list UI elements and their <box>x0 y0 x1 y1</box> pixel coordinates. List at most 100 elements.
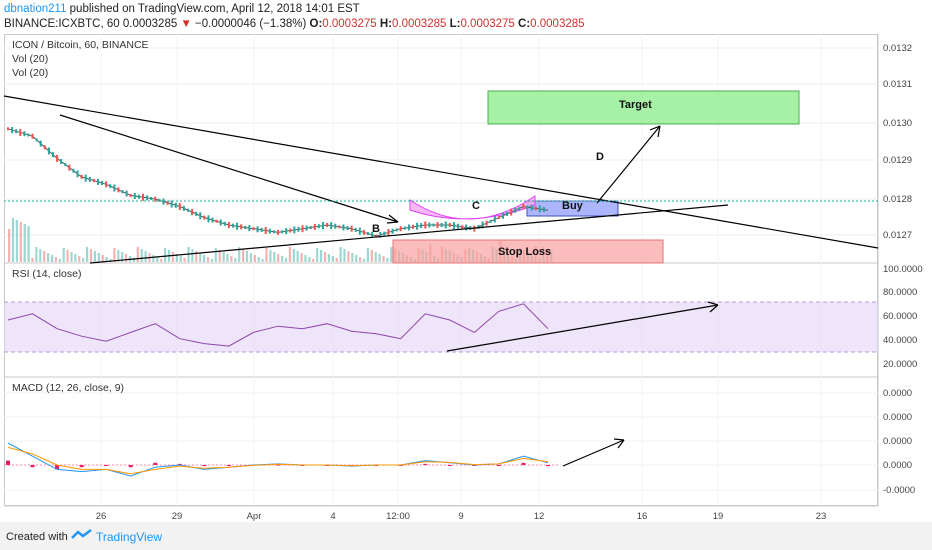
volume-bar <box>125 254 128 262</box>
volume-bar <box>390 247 393 262</box>
candle <box>137 194 140 199</box>
candle <box>19 129 22 136</box>
volume-bar <box>93 251 96 262</box>
candle <box>362 229 365 235</box>
volume-bar <box>320 250 323 262</box>
volume-bar <box>31 258 34 262</box>
candle <box>133 193 136 200</box>
candle <box>113 184 116 192</box>
candle <box>92 179 95 183</box>
candle <box>105 181 108 188</box>
macd-histogram-bar <box>55 465 60 470</box>
candle <box>178 203 181 210</box>
volume-bar <box>140 249 143 262</box>
time-axis[interactable]: 26 29 Apr 4 12:00 9 12 16 19 23 <box>96 511 827 522</box>
volume-bar <box>226 254 229 262</box>
volume-bar <box>164 248 167 262</box>
b-arrow-line[interactable] <box>59 114 399 223</box>
candle <box>489 219 492 223</box>
high-value: 0.0003285 <box>392 18 447 30</box>
arrow-head-icon <box>707 301 719 313</box>
rsi-tick-label: 80.0000 <box>883 287 917 298</box>
volume-bar <box>144 251 147 262</box>
chart-canvas[interactable]: Target Buy Stop Loss C B D ICON / Bitcoi… <box>0 0 932 522</box>
volume-bar <box>15 220 18 262</box>
candle <box>227 222 230 228</box>
price-tick-label: 0.0127 <box>883 230 912 241</box>
low-label: L: <box>449 18 461 30</box>
volume-bar <box>113 248 116 262</box>
volume-bar <box>105 257 108 262</box>
macd-histogram-bar <box>177 463 182 465</box>
candle <box>301 225 304 233</box>
candle <box>313 223 316 230</box>
volume-bar <box>230 256 233 262</box>
candle <box>444 221 447 229</box>
candle <box>518 206 521 210</box>
candle <box>223 221 226 226</box>
candle <box>248 225 251 232</box>
ascending-trendline[interactable] <box>89 204 729 264</box>
volume-bar <box>331 256 334 262</box>
d-arrow-line[interactable] <box>596 125 661 204</box>
macd-arrow-line[interactable] <box>562 439 625 467</box>
candle <box>506 211 509 216</box>
macd-histogram-bar <box>104 465 109 466</box>
candle <box>305 225 308 231</box>
volume-bar <box>382 256 385 262</box>
macd-tick-label: 0.0000 <box>883 388 912 399</box>
volume-bar <box>362 259 366 262</box>
macd-series <box>6 442 550 477</box>
price-axis[interactable]: 0.0132 0.0131 0.0130 0.0129 0.0128 0.0127 100.… <box>883 43 923 496</box>
volume-bar <box>121 252 124 262</box>
candle <box>457 223 459 229</box>
candle <box>383 231 386 236</box>
volume-bar <box>214 248 217 262</box>
rsi-tick-label: 100.0000 <box>883 264 923 275</box>
change-text: −0.0000046 (−1.38%) <box>195 18 307 30</box>
low-value: 0.0003275 <box>460 18 515 30</box>
macd-line <box>7 442 549 477</box>
time-tick-label: 19 <box>713 511 724 522</box>
candle <box>39 140 42 147</box>
candle <box>60 158 63 164</box>
volume-bar <box>47 253 50 262</box>
candle <box>244 225 247 229</box>
volume-bar <box>296 251 299 262</box>
candle <box>522 204 525 209</box>
candle <box>191 209 194 216</box>
candle <box>52 152 54 158</box>
time-tick-label: Apr <box>247 511 262 522</box>
open-label: O: <box>309 18 323 30</box>
volume-bar <box>335 258 338 262</box>
candle <box>64 163 67 167</box>
candle <box>297 226 300 232</box>
candle <box>252 227 255 231</box>
candle <box>236 222 239 230</box>
author-link[interactable]: dbnation211 <box>4 3 67 15</box>
volume-bar <box>281 256 284 262</box>
candle <box>84 174 87 182</box>
target-box[interactable] <box>487 90 800 125</box>
volume-bar <box>261 259 264 262</box>
candle <box>416 222 419 230</box>
rsi-series <box>7 303 549 347</box>
rsi-tick-label: 60.0000 <box>883 311 917 322</box>
tradingview-brand[interactable]: TradingView <box>96 530 163 544</box>
descending-trendline[interactable] <box>3 95 879 249</box>
stop-loss-box[interactable] <box>392 239 664 264</box>
price-series <box>7 127 549 238</box>
volume-bar <box>312 259 315 262</box>
macd-histogram-bar <box>79 465 84 468</box>
volume-bar <box>171 252 174 262</box>
volume-bar <box>11 218 15 262</box>
candle <box>56 154 59 162</box>
rsi-tick-label: 20.0000 <box>883 359 917 370</box>
tradingview-logo-icon <box>71 529 92 539</box>
created-with-text: Created with <box>6 531 68 543</box>
macd-histogram-bar <box>30 465 35 468</box>
rsi-arrow-line[interactable] <box>446 304 719 352</box>
candle <box>125 190 128 197</box>
arrow-head-icon <box>613 438 625 449</box>
volume-bar <box>386 258 389 262</box>
